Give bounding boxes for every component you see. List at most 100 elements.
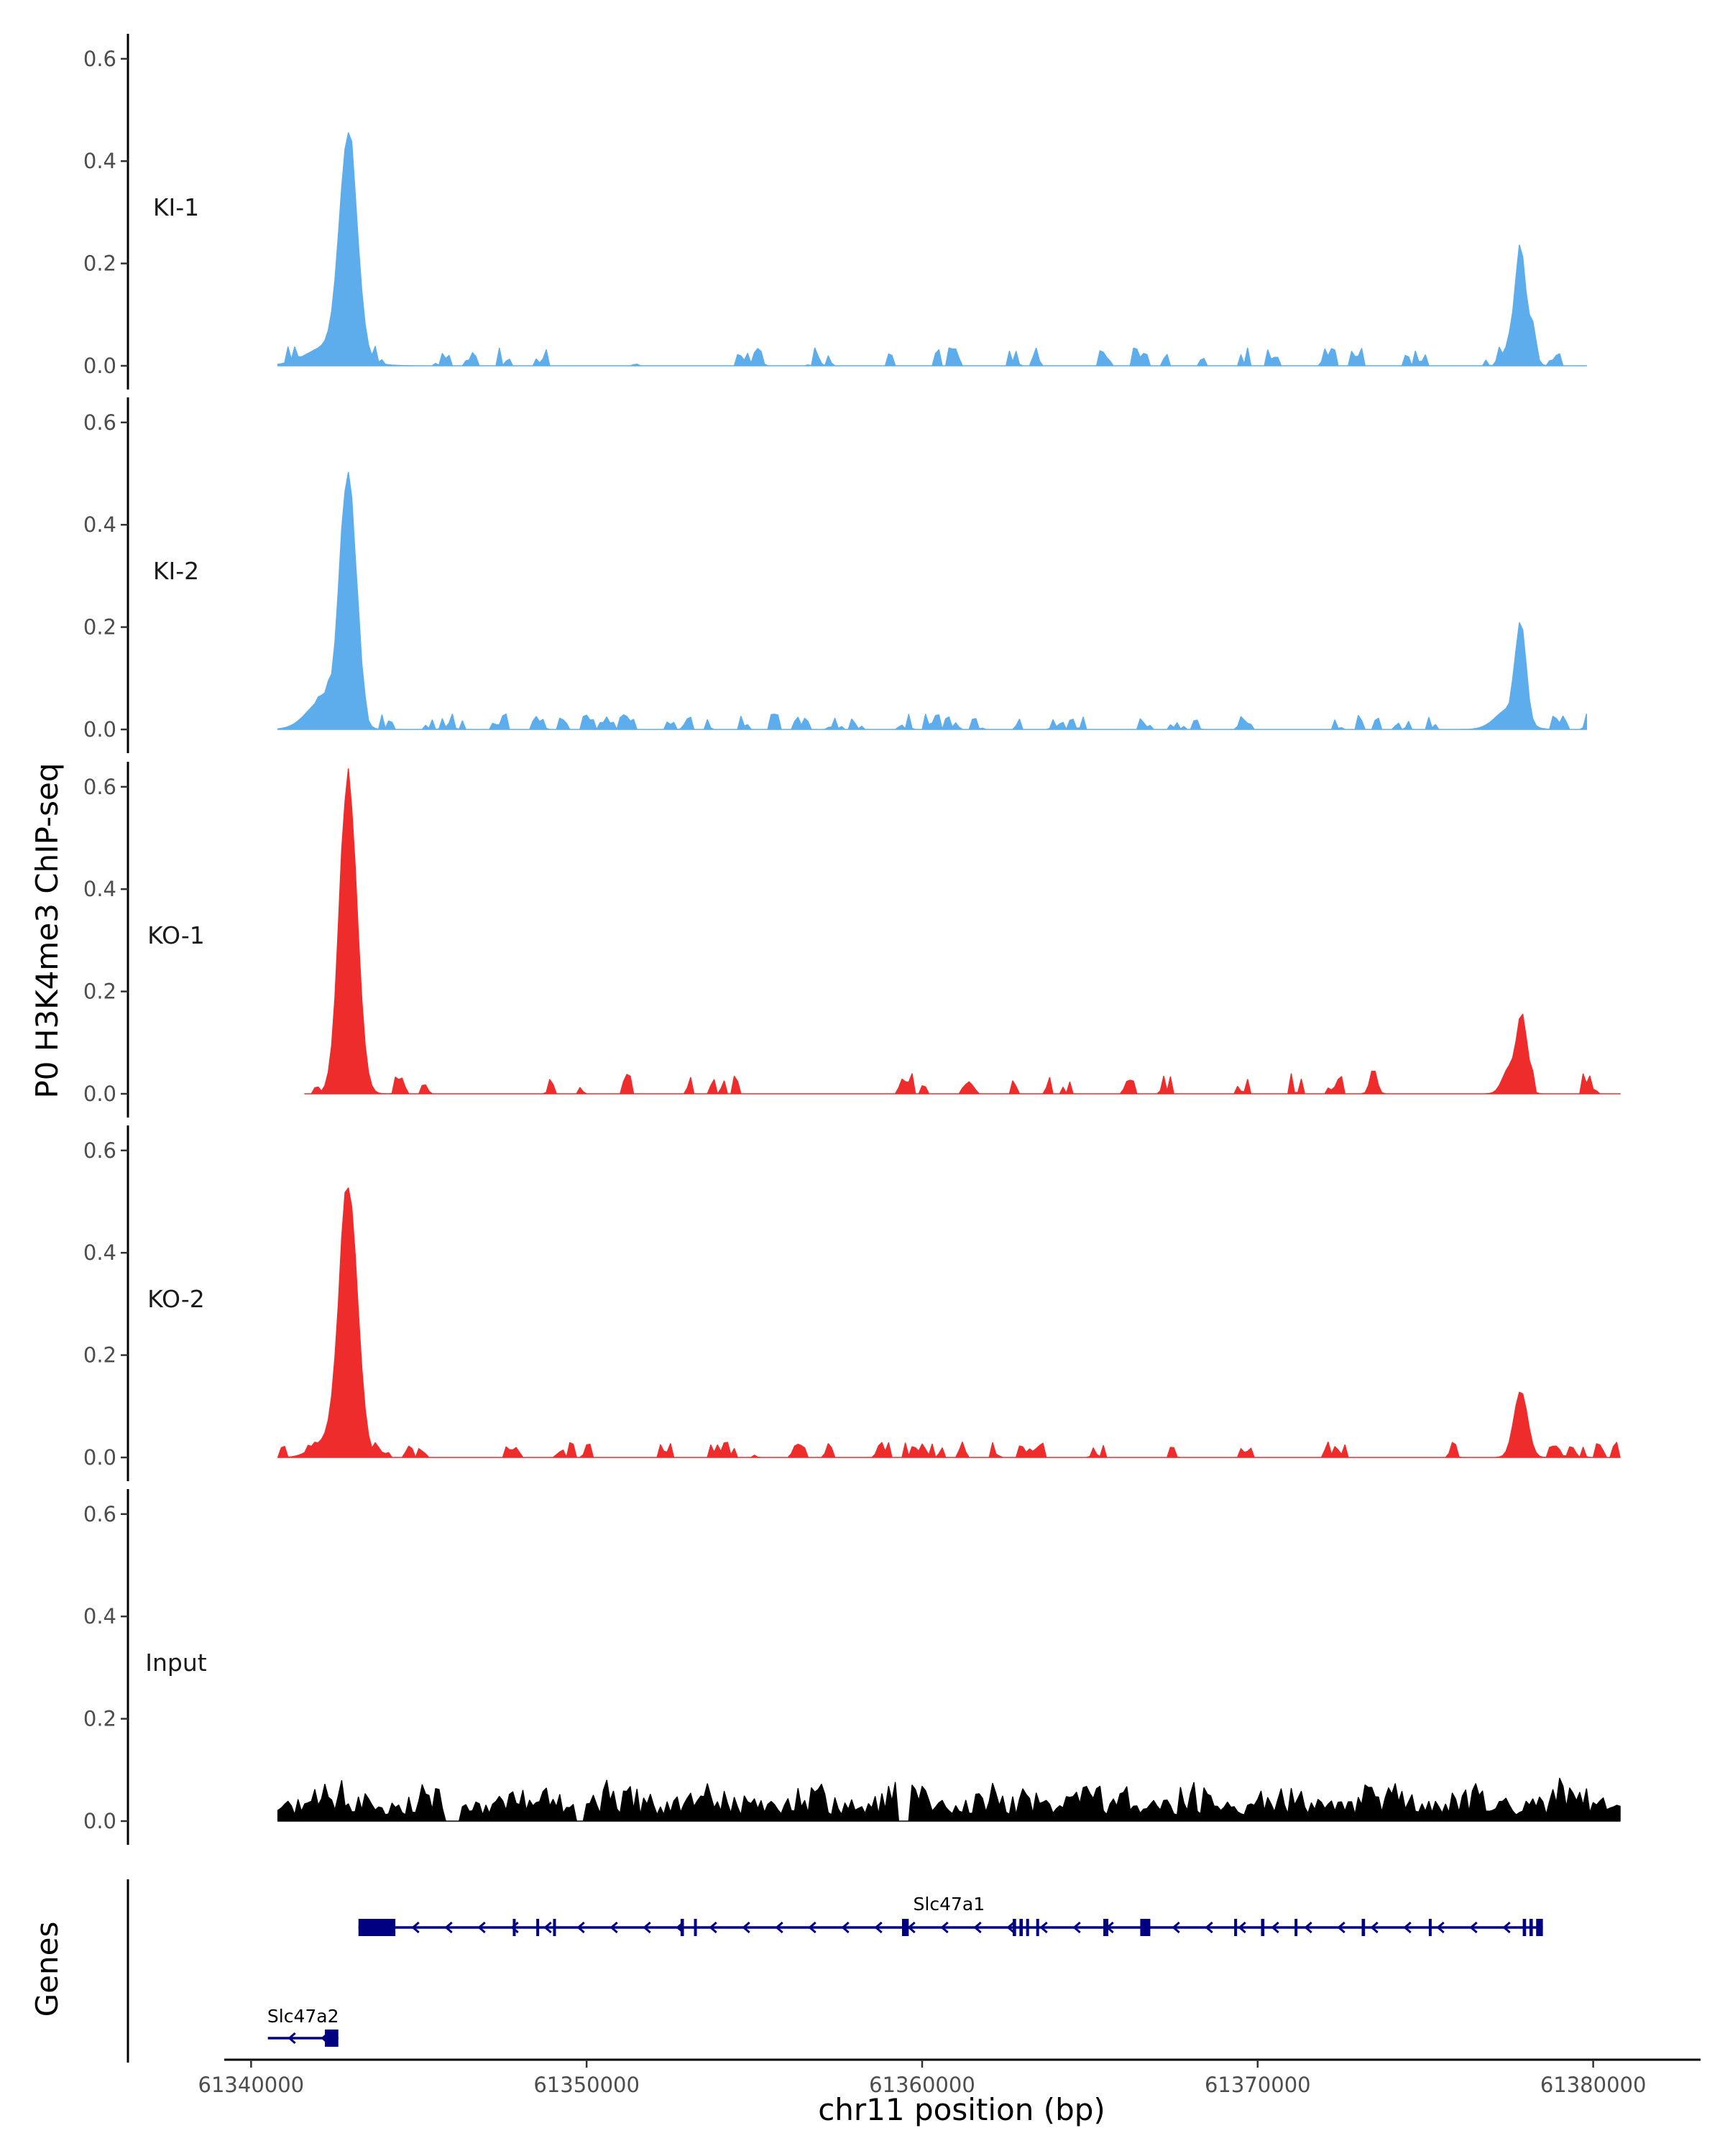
exon: [1294, 1919, 1298, 1936]
track-label: KO-2: [147, 1285, 205, 1313]
strand-arrow: [841, 1921, 850, 1934]
strand-arrow: [1238, 1921, 1246, 1934]
y-tick-label: 0.2: [83, 615, 116, 640]
y-tick-label: 0.4: [83, 877, 116, 901]
strand-arrow: [709, 1921, 717, 1934]
signal-area: [277, 1777, 1621, 1822]
y-tick-label: 0.2: [83, 980, 116, 1004]
signal-area: [304, 768, 1621, 1095]
y-tick-label: 0.0: [83, 1082, 116, 1106]
exon: [1026, 1919, 1029, 1936]
exon: [680, 1919, 684, 1936]
strand-arrow: [576, 1921, 585, 1934]
strand-arrow: [643, 1921, 651, 1934]
strand-arrow: [543, 1921, 552, 1934]
strand-arrow: [1502, 1921, 1511, 1934]
strand-arrow: [1072, 1921, 1081, 1934]
y-tick-label: 0.0: [83, 1445, 116, 1470]
exon: [1019, 1919, 1024, 1936]
y-tick-label: 0.4: [83, 1240, 116, 1265]
exon: [1261, 1919, 1265, 1936]
exon: [325, 2030, 339, 2047]
strand-arrow: [1337, 1921, 1346, 1934]
track-label: KO-1: [147, 921, 205, 949]
exon: [1103, 1919, 1109, 1936]
y-tick-label: 0.6: [83, 1138, 116, 1163]
strand-arrow: [288, 2032, 296, 2045]
x-tick-label: 61370000: [1205, 2073, 1311, 2097]
strand-arrow: [1039, 1921, 1048, 1934]
track-input: 0.0 0.2 0.4 0.6 Input: [83, 1489, 1621, 1845]
signal-area: [277, 471, 1588, 730]
y-tick-label: 0.4: [83, 1604, 116, 1628]
genes-layer: Slc47a1 Slc47a2: [126, 1879, 1543, 2063]
y-tick-label: 0.0: [83, 354, 116, 378]
y-tick-label: 0.2: [83, 1707, 116, 1731]
strand-arrow: [907, 1921, 916, 1934]
exon: [901, 1919, 909, 1936]
tracks-layer: 0.00.20.40.6KI-10.00.20.40.6KI-20.00.20.…: [83, 34, 1621, 1845]
exon: [1036, 1919, 1039, 1936]
strand-arrow: [775, 1921, 783, 1934]
y-tick-label: 0.2: [83, 252, 116, 276]
gene-slc47a2: Slc47a2: [267, 2006, 339, 2047]
track-ko-1: 0.0 0.2 0.4 0.6 KO-1: [83, 762, 1621, 1118]
strand-arrow: [874, 1921, 883, 1934]
strand-arrow: [742, 1921, 750, 1934]
genes-axis-title: Genes: [29, 1922, 65, 2017]
track-label: KI-1: [153, 193, 199, 221]
strand-arrow: [808, 1921, 816, 1934]
y-tick-label: 0.4: [83, 149, 116, 173]
gene-label: Slc47a1: [914, 1894, 985, 1915]
y-tick-label: 0.6: [83, 1502, 116, 1526]
x-axis-title: chr11 position (bp): [818, 2092, 1105, 2127]
track-label: Input: [145, 1649, 207, 1677]
y-tick-label: 0.4: [83, 512, 116, 537]
strand-arrow: [477, 1921, 486, 1934]
strand-arrow: [411, 1921, 420, 1934]
exon: [512, 1919, 516, 1936]
strand-arrow: [444, 1921, 453, 1934]
exon: [694, 1919, 697, 1936]
x-tick-label: 61340000: [198, 2073, 305, 2097]
y-tick-label: 0.6: [83, 47, 116, 71]
gene-slc47a1: Slc47a1: [358, 1894, 1543, 1936]
y-tick-label: 0.0: [83, 1809, 116, 1833]
strand-arrow: [940, 1921, 949, 1934]
exon: [1361, 1919, 1366, 1936]
y-tick-label: 0.0: [83, 717, 116, 742]
exon: [1529, 1919, 1533, 1936]
exon: [358, 1919, 396, 1936]
strand-arrow: [1172, 1921, 1180, 1934]
x-tick-label: 61380000: [1540, 2073, 1647, 2097]
y-tick-label: 0.2: [83, 1343, 116, 1368]
x-tick-label: 61350000: [533, 2073, 640, 2097]
exon: [553, 1919, 556, 1936]
gene-label: Slc47a2: [267, 2006, 339, 2027]
y-tick-label: 0.6: [83, 775, 116, 799]
track-ki-1: 0.0 0.2 0.4 0.6 KI-1: [83, 34, 1588, 390]
signal-area: [277, 1187, 1621, 1458]
x-tick-label: 61360000: [869, 2073, 975, 2097]
strand-arrow: [1403, 1921, 1412, 1934]
strand-arrow: [610, 1921, 618, 1934]
exon: [1428, 1919, 1432, 1936]
strand-arrow: [1205, 1921, 1213, 1934]
strand-arrow: [1304, 1921, 1312, 1934]
exon: [1536, 1919, 1543, 1936]
exon: [1013, 1919, 1016, 1936]
strand-arrow: [1006, 1921, 1015, 1934]
y-tick-label: 0.6: [83, 410, 116, 435]
strand-arrow: [510, 1921, 519, 1934]
track-ko-2: 0.0 0.2 0.4 0.6 KO-2: [83, 1125, 1621, 1481]
y-axis-title: P0 H3K4me3 ChIP-seq: [29, 763, 65, 1098]
exon: [1522, 1919, 1527, 1936]
strand-arrow: [1271, 1921, 1279, 1934]
track-ki-2: 0.0 0.2 0.4 0.6 KI-2: [83, 397, 1588, 753]
track-label: KI-2: [153, 557, 199, 585]
exon: [536, 1919, 540, 1936]
x-axis: 61340000 61350000 61360000 61370000 61380000: [198, 2058, 1701, 2097]
signal-area: [277, 132, 1588, 367]
exon: [1140, 1919, 1151, 1936]
